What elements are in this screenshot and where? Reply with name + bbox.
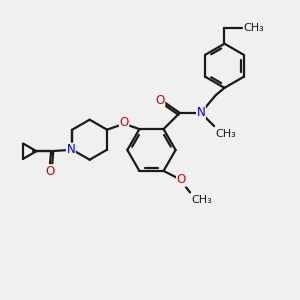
Text: O: O (155, 94, 165, 107)
Text: CH₃: CH₃ (191, 195, 212, 205)
Text: CH₃: CH₃ (243, 23, 264, 33)
Text: O: O (46, 165, 55, 178)
Text: O: O (177, 173, 186, 186)
Text: N: N (196, 106, 205, 119)
Text: O: O (119, 116, 129, 129)
Text: N: N (67, 143, 75, 156)
Text: CH₃: CH₃ (216, 129, 236, 139)
